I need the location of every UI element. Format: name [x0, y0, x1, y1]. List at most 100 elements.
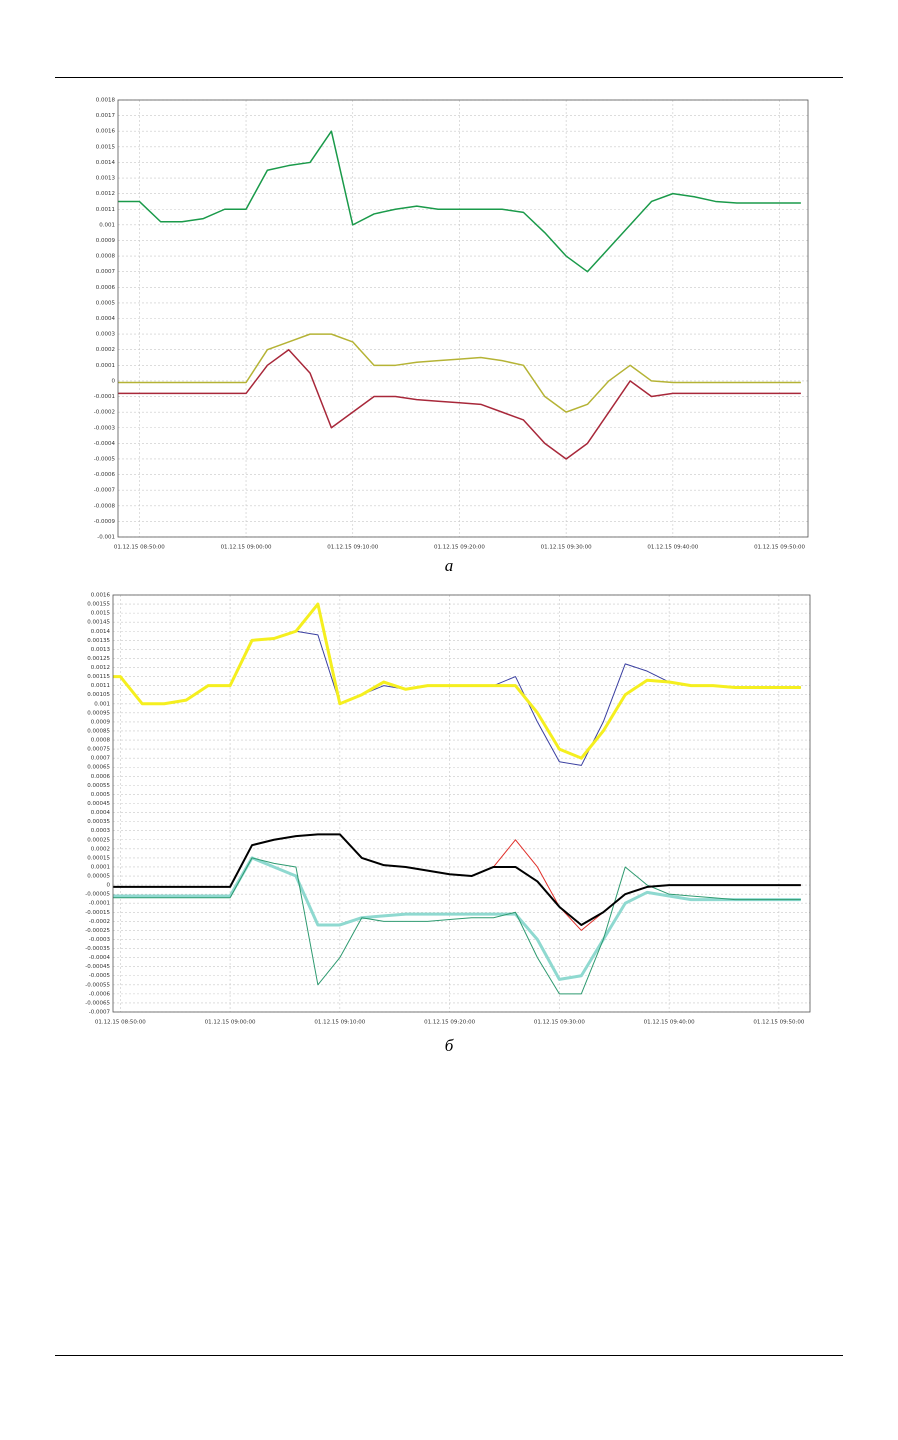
y-tick-label: 0.0011 [96, 207, 115, 213]
y-tick-label: -0.0007 [89, 1010, 111, 1016]
y-tick-label: 0.0011 [91, 683, 110, 689]
y-tick-label: 0.0007 [96, 269, 116, 275]
y-tick-label: -0.00045 [85, 964, 110, 970]
series-line [118, 333, 801, 413]
caption: б [445, 1036, 454, 1055]
y-tick-label: 0.00075 [87, 747, 110, 753]
x-tick-label: 01.12.15 09:40:00 [647, 545, 698, 551]
x-tick-label: 01.12.15 09:20:00 [424, 1020, 475, 1026]
series-line [118, 130, 801, 273]
y-tick-label: -0.0002 [94, 410, 115, 416]
x-tick-label: 01.12.15 09:50:00 [754, 545, 805, 551]
y-tick-label: 0 [112, 378, 116, 384]
y-tick-label: -0.00065 [85, 1000, 110, 1006]
y-tick-label: 0.0016 [96, 129, 116, 135]
x-tick-label: 01.12.15 08:50:00 [95, 1020, 146, 1026]
y-tick-label: 0.0002 [91, 846, 110, 852]
y-tick-label: 0 [107, 883, 111, 889]
y-tick-label: 0.0014 [91, 629, 111, 635]
y-tick-label: 0.0008 [91, 738, 111, 744]
y-tick-label: 0.0002 [96, 347, 115, 353]
y-tick-label: -0.0004 [89, 955, 111, 961]
caption: а [445, 556, 454, 575]
x-tick-label: 01.12.15 09:40:00 [644, 1020, 695, 1026]
x-tick-label: 01.12.15 09:10:00 [314, 1020, 365, 1026]
y-tick-label: -0.0006 [89, 991, 111, 997]
y-tick-label: -0.0001 [94, 394, 115, 400]
y-tick-label: 0.0004 [91, 810, 111, 816]
y-tick-label: 0.0006 [91, 774, 111, 780]
y-tick-label: 0.0012 [91, 665, 110, 671]
x-tick-label: 01.12.15 09:30:00 [534, 1020, 585, 1026]
y-tick-label: 0.0003 [91, 828, 111, 834]
x-tick-label: 01.12.15 09:30:00 [541, 545, 592, 551]
y-tick-label: 0.00155 [87, 602, 110, 608]
y-tick-label: 0.0013 [96, 176, 116, 182]
plot-frame [117, 99, 809, 538]
y-tick-label: 0.00015 [87, 855, 110, 861]
y-tick-label: 0.00145 [87, 620, 110, 626]
y-tick-label: 0.00065 [87, 765, 110, 771]
y-tick-label: 0.00045 [87, 801, 110, 807]
chart: 0.0016 0.00155 0.0015 0.00145 0.0014 0.00135 0… [85, 593, 811, 1026]
y-tick-label: -0.0001 [89, 901, 110, 907]
x-tick-label: 01.12.15 09:00:00 [205, 1020, 256, 1026]
y-tick-label: -0.00015 [85, 910, 110, 916]
y-tick-label: 0.00085 [87, 728, 110, 734]
y-tick-label: -0.0002 [89, 919, 110, 925]
y-tick-label: -0.0004 [94, 441, 116, 447]
y-tick-label: 0.0001 [91, 864, 110, 870]
y-tick-label: 0.0015 [91, 611, 111, 617]
y-tick-label: 0.0018 [96, 98, 116, 104]
y-tick-label: 0.0004 [96, 316, 116, 322]
y-tick-label: 0.00035 [87, 819, 110, 825]
y-tick-label: 0.00055 [87, 783, 110, 789]
y-tick-label: -0.0007 [94, 488, 116, 494]
y-tick-label: 0.00115 [87, 674, 110, 680]
y-tick-label: -0.0006 [94, 472, 116, 478]
series-line [113, 833, 801, 926]
y-tick-label: -0.0005 [89, 973, 111, 979]
y-tick-label: -0.00035 [85, 946, 110, 952]
y-tick-label: 0.00135 [87, 638, 110, 644]
series-line [113, 602, 801, 760]
series-line [113, 856, 801, 981]
x-tick-label: 01.12.15 09:20:00 [434, 545, 485, 551]
y-tick-label: 0.00005 [87, 874, 110, 880]
x-tick-label: 01.12.15 09:10:00 [327, 545, 378, 551]
y-tick-label: 0.0009 [96, 238, 116, 244]
y-tick-label: 0.0015 [96, 144, 116, 150]
y-tick-label: -0.0009 [94, 519, 116, 525]
plot-frame [112, 594, 811, 1013]
y-tick-label: 0.0013 [91, 647, 111, 653]
y-tick-label: 0.0007 [91, 756, 111, 762]
y-tick-label: 0.0005 [91, 792, 111, 798]
y-tick-label: -0.00055 [85, 982, 110, 988]
y-tick-label: 0.0005 [96, 300, 116, 306]
y-tick-label: 0.0001 [96, 363, 115, 369]
y-tick-label: 0.0017 [96, 113, 116, 119]
x-tick-label: 01.12.15 08:50:00 [114, 545, 165, 551]
x-tick-label: 01.12.15 09:50:00 [753, 1020, 804, 1026]
y-tick-label: 0.00095 [87, 710, 110, 716]
x-tick-label: 01.12.15 09:00:00 [221, 545, 272, 551]
y-tick-label: -0.00025 [85, 928, 110, 934]
series-line [113, 857, 801, 995]
y-tick-label: 0.001 [99, 222, 115, 228]
y-tick-label: -0.0003 [89, 937, 111, 943]
y-tick-label: 0.0012 [96, 191, 115, 197]
y-tick-label: -0.001 [97, 535, 115, 541]
y-tick-label: -0.0005 [94, 456, 116, 462]
y-tick-label: 0.0003 [96, 332, 116, 338]
series-line [118, 348, 801, 460]
y-tick-label: 0.001 [94, 701, 110, 707]
y-tick-label: -0.0003 [94, 425, 116, 431]
y-tick-label: 0.0008 [96, 254, 116, 260]
y-tick-label: 0.0016 [91, 593, 111, 599]
y-tick-label: 0.00105 [87, 692, 110, 698]
y-tick-label: -0.0008 [94, 503, 116, 509]
y-tick-label: 0.0014 [96, 160, 116, 166]
y-tick-label: -0.00005 [85, 892, 110, 898]
